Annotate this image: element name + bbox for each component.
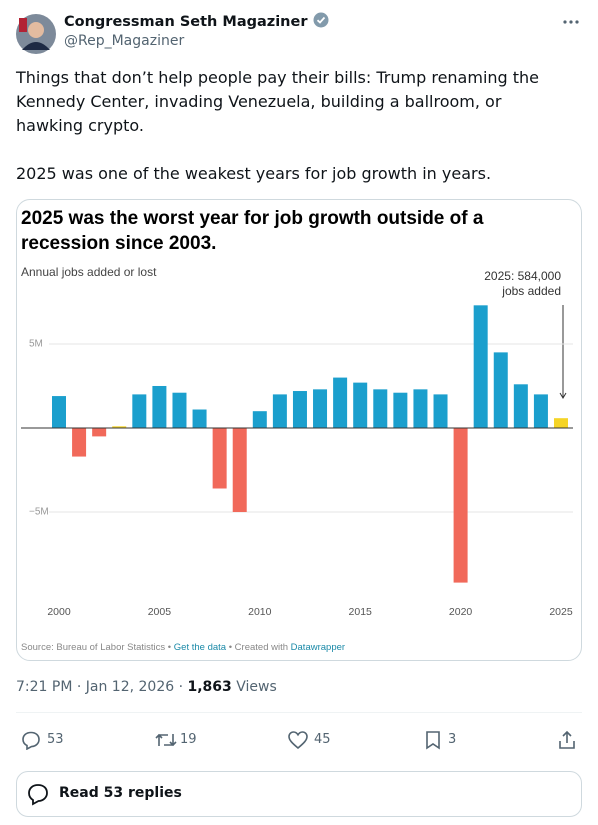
y-tick-label: −5M bbox=[29, 507, 49, 518]
bookmark-icon[interactable] bbox=[424, 730, 442, 750]
y-tick-label: 5M bbox=[29, 339, 43, 350]
bar bbox=[252, 411, 267, 428]
chart-title: recession since 2003. bbox=[21, 233, 216, 254]
chart-card[interactable]: 2025 was the worst year for job growth o… bbox=[16, 199, 582, 661]
avatar[interactable] bbox=[16, 14, 56, 54]
verified-badge bbox=[313, 12, 329, 28]
repost-icon[interactable] bbox=[154, 730, 178, 750]
like-icon[interactable] bbox=[287, 730, 309, 750]
read-replies-button[interactable] bbox=[16, 771, 582, 817]
bar bbox=[373, 389, 388, 428]
reply-count: 53 bbox=[47, 732, 64, 747]
bar bbox=[473, 305, 488, 428]
bar bbox=[413, 389, 428, 428]
chart: 2025 was the worst year for job growth o… bbox=[21, 208, 573, 653]
x-tick-label: 2025 bbox=[549, 606, 573, 618]
x-tick-label: 2020 bbox=[449, 606, 473, 618]
source: Source: Bureau of Labor Statistics • bbox=[21, 642, 171, 653]
read-replies-text[interactable]: Read 53 replies bbox=[59, 785, 182, 801]
author-name-text[interactable]: Congressman Seth Magaziner bbox=[64, 14, 308, 30]
divider bbox=[16, 712, 582, 713]
reply-icon[interactable] bbox=[21, 730, 41, 750]
repost-count: 19 bbox=[180, 732, 197, 747]
annotation: jobs added bbox=[501, 284, 561, 298]
bar bbox=[313, 389, 328, 428]
views-label: Views bbox=[236, 679, 277, 695]
bar bbox=[132, 394, 147, 428]
bar bbox=[513, 384, 528, 428]
x-tick-label: 2005 bbox=[148, 606, 172, 618]
x-tick-label: 2015 bbox=[349, 606, 373, 618]
annotation: 2025: 584,000 bbox=[484, 269, 561, 283]
bar bbox=[112, 426, 127, 428]
bar bbox=[272, 394, 287, 428]
replies-icon bbox=[28, 784, 48, 806]
view-count: 1,863 bbox=[187, 679, 232, 695]
tweet-meta: 7:21 PM · Jan 12, 2026 · 1,863 Views bbox=[16, 679, 277, 695]
like-count: 45 bbox=[314, 732, 331, 747]
tweet-text: Things that don’t help people pay their … bbox=[16, 68, 540, 135]
x-tick-label: 2010 bbox=[248, 606, 272, 618]
created-with: • Created with bbox=[229, 642, 288, 653]
bar bbox=[554, 418, 568, 428]
source-line: Source: Bureau of Labor Statistics • Get… bbox=[21, 642, 345, 653]
data-link[interactable]: Get the data bbox=[174, 642, 227, 653]
bar bbox=[453, 427, 468, 583]
tool-link[interactable]: Datawrapper bbox=[291, 642, 345, 653]
bar bbox=[292, 391, 307, 428]
author-handle[interactable]: @Rep_Magaziner bbox=[64, 33, 185, 49]
timestamp[interactable]: 7:21 PM · Jan 12, 2026 · bbox=[16, 679, 184, 695]
more-menu[interactable] bbox=[562, 18, 582, 26]
bar bbox=[152, 385, 167, 428]
bar bbox=[172, 392, 187, 428]
bar bbox=[533, 394, 548, 428]
chart-title: 2025 was the worst year for job growth o… bbox=[21, 208, 484, 229]
annotation-arrow bbox=[559, 305, 567, 399]
tweet-text: 2025 was one of the weakest years for jo… bbox=[16, 164, 492, 183]
author-name[interactable]: Congressman Seth Magaziner bbox=[64, 12, 329, 30]
bookmark-count: 3 bbox=[448, 732, 457, 747]
bar bbox=[212, 427, 227, 489]
bar bbox=[52, 396, 66, 428]
share-icon[interactable] bbox=[557, 730, 577, 750]
bar bbox=[192, 409, 207, 428]
bar bbox=[333, 377, 348, 428]
bar bbox=[393, 392, 408, 428]
chart-subtitle: Annual jobs added or lost bbox=[21, 265, 157, 279]
bar bbox=[353, 382, 368, 428]
x-tick-label: 2000 bbox=[47, 606, 71, 618]
bar bbox=[232, 427, 247, 513]
bar bbox=[493, 352, 508, 428]
bar bbox=[433, 394, 448, 428]
bar bbox=[92, 427, 107, 437]
bar bbox=[72, 427, 87, 457]
